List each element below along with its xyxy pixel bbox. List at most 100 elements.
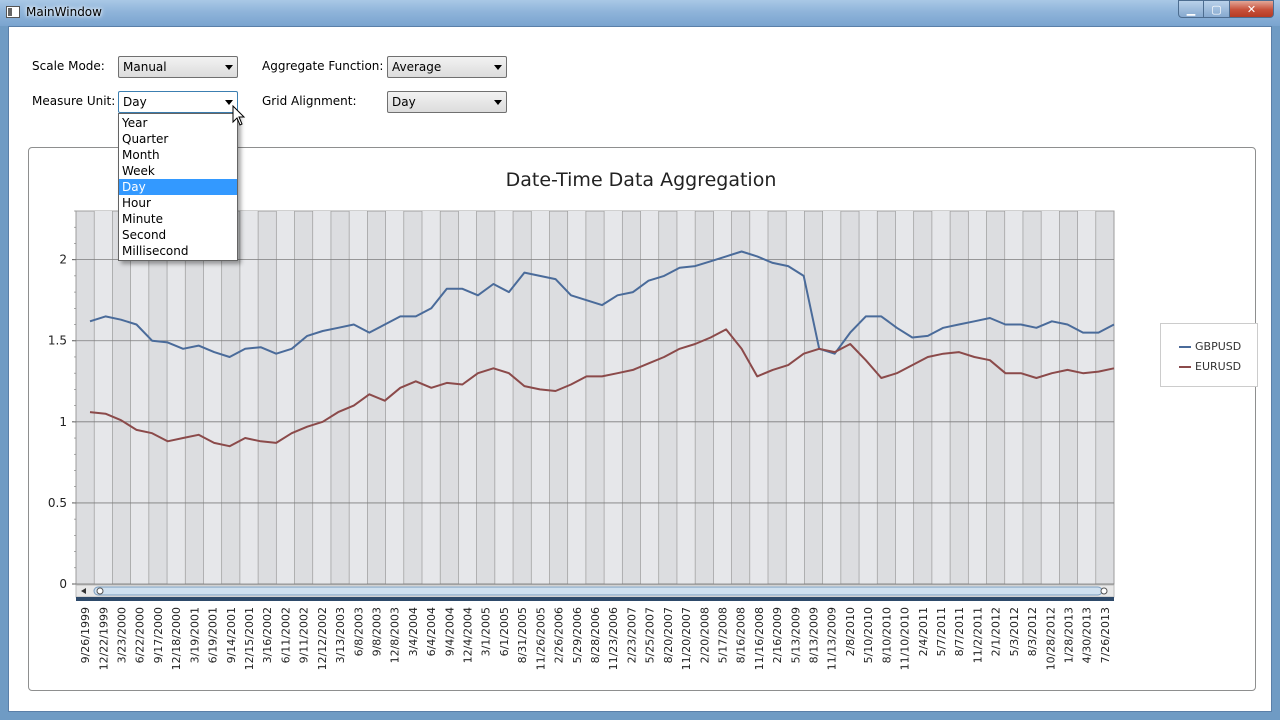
scale-mode-value: Manual	[123, 60, 167, 74]
grid-band	[968, 211, 987, 584]
grid-band	[312, 211, 331, 584]
grid-band	[494, 211, 514, 584]
x-tick-label: 5/29/2006	[571, 607, 584, 663]
x-tick-label: 3/4/2004	[407, 607, 420, 656]
grid-band	[167, 211, 186, 584]
x-tick-label: 9/8/2003	[371, 607, 384, 656]
x-axis: 9/26/1999 12/22/1999 3/23/2000 6/22/2000 9/1…	[79, 607, 1112, 670]
dropdown-option-hour[interactable]: Hour	[122, 196, 151, 210]
x-tick-label: 11/16/2008	[753, 607, 766, 670]
grid-band	[239, 211, 259, 584]
dropdown-option-day[interactable]: Day	[119, 179, 237, 195]
grid-band	[1077, 211, 1096, 584]
window-title: MainWindow	[26, 5, 102, 19]
grid-band	[895, 211, 914, 584]
y-tick-label: 1	[59, 415, 67, 429]
scroll-handle-right-icon	[1100, 587, 1108, 595]
minimize-button[interactable]: ▁	[1178, 0, 1204, 18]
grid-band	[749, 211, 768, 584]
x-tick-label: 11/13/2009	[826, 607, 839, 670]
grid-band	[640, 211, 659, 584]
plot-area	[75, 210, 1115, 585]
x-tick-label: 7/26/2013	[1099, 607, 1112, 663]
y-tick-label: 0.5	[48, 496, 67, 510]
x-tick-label: 2/1/2012	[990, 607, 1003, 656]
grid-band	[822, 211, 841, 584]
x-tick-label: 8/7/2011	[953, 607, 966, 656]
chart-title: Date-Time Data Aggregation	[506, 169, 777, 191]
x-tick-label: 12/22/1999	[97, 607, 110, 670]
x-tick-label: 9/11/2002	[298, 607, 311, 663]
x-tick-label: 2/16/2009	[771, 607, 784, 663]
grid-alignment-combobox[interactable]: Day	[387, 91, 507, 113]
window-app-icon	[6, 6, 20, 18]
grid-band	[604, 211, 623, 584]
measure-unit-value: Day	[123, 95, 147, 109]
aggregate-function-value: Average	[392, 60, 442, 74]
x-tick-label: 3/13/2003	[334, 607, 347, 663]
chart-legend: GBPUSD EURUSD	[1160, 323, 1258, 387]
x-tick-label: 12/15/2001	[243, 607, 256, 670]
x-tick-label: 5/3/2012	[1008, 607, 1021, 656]
dropdown-option-quarter[interactable]: Quarter	[122, 132, 169, 146]
measure-unit-combobox[interactable]: Day	[118, 91, 238, 113]
scrollbar-thumb	[93, 586, 1103, 596]
scroll-handle-left-icon	[96, 587, 104, 595]
x-tick-label: 8/28/2006	[589, 607, 602, 663]
x-tick-label: 1/28/2013	[1063, 607, 1076, 663]
y-tick-label: 1.5	[48, 334, 67, 348]
x-tick-label: 9/17/2000	[152, 607, 165, 663]
x-tick-label: 6/1/2005	[498, 607, 511, 656]
grid-band	[385, 211, 404, 584]
window-titlebar: MainWindow ▁ ▢ ✕	[0, 0, 1280, 26]
x-tick-label: 2/20/2008	[698, 607, 711, 663]
grid-band	[931, 211, 951, 584]
maximize-button[interactable]: ▢	[1204, 0, 1230, 18]
range-indicator-bar	[76, 597, 1114, 601]
y-axis: 0 0.5 1 1.5 2	[48, 210, 76, 591]
series-line-eurusd	[89, 328, 1115, 448]
x-tick-label: 8/31/2005	[516, 607, 529, 663]
grid-band	[349, 211, 368, 584]
grid-band	[859, 211, 878, 584]
chart-horizontal-scrollbar[interactable]	[75, 584, 1115, 601]
x-tick-label: 2/8/2010	[844, 607, 857, 656]
x-tick-label: 5/10/2010	[862, 607, 875, 663]
legend-item-eurusd: EURUSD	[1179, 360, 1241, 373]
dropdown-option-second[interactable]: Second	[122, 228, 167, 242]
y-tick-label: 2	[59, 253, 67, 267]
x-tick-label: 12/18/2000	[170, 607, 183, 670]
chart: Date-Time Data Aggregation 9/26/1999 12/2…	[48, 169, 1115, 670]
grid-alignment-value: Day	[392, 95, 416, 109]
legend-swatch	[1179, 366, 1191, 368]
x-tick-label: 5/13/2009	[789, 607, 802, 663]
x-tick-label: 8/16/2008	[735, 607, 748, 663]
scale-mode-combobox[interactable]: Manual	[118, 56, 238, 78]
x-tick-label: 9/14/2001	[225, 607, 238, 663]
x-tick-label: 10/28/2012	[1044, 607, 1057, 670]
x-tick-label: 6/19/2001	[207, 607, 220, 663]
x-tick-label: 5/17/2008	[717, 607, 730, 663]
dropdown-option-month[interactable]: Month	[122, 148, 160, 162]
x-tick-label: 6/22/2000	[134, 607, 147, 663]
x-tick-label: 6/8/2003	[352, 607, 365, 656]
x-tick-label: 8/10/2010	[880, 607, 893, 663]
x-tick-label: 3/19/2001	[188, 607, 201, 663]
aggregate-function-label: Aggregate Function:	[262, 59, 384, 73]
x-tick-label: 5/7/2011	[935, 607, 948, 656]
dropdown-option-week[interactable]: Week	[122, 164, 155, 178]
measure-unit-label: Measure Unit:	[32, 94, 116, 108]
dropdown-option-year[interactable]: Year	[122, 116, 148, 130]
x-tick-label: 8/20/2007	[662, 607, 675, 663]
x-tick-label: 9/26/1999	[79, 607, 92, 663]
chevron-down-icon	[225, 65, 233, 70]
x-tick-label: 4/30/2013	[1081, 607, 1094, 663]
aggregate-function-combobox[interactable]: Average	[387, 56, 507, 78]
legend-item-gbpusd: GBPUSD	[1179, 340, 1241, 353]
dropdown-option-millisecond[interactable]: Millisecond	[122, 244, 189, 258]
dropdown-option-minute[interactable]: Minute	[122, 212, 163, 226]
close-button[interactable]: ✕	[1230, 0, 1274, 18]
grid-alignment-label: Grid Alignment:	[262, 94, 357, 108]
x-tick-label: 12/4/2004	[462, 607, 475, 663]
x-tick-label: 11/10/2010	[899, 607, 912, 670]
